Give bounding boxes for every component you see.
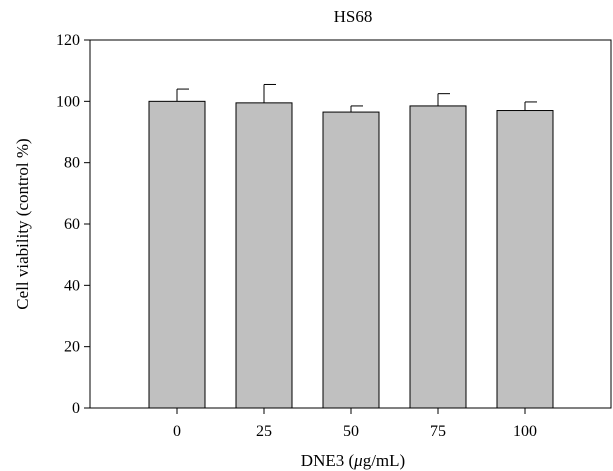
bar-25 (236, 103, 292, 408)
y-axis-label: Cell viability (control %) (13, 138, 32, 309)
plot-area: 0 20 40 60 80 100 120 0 25 50 75 100 (56, 32, 611, 440)
y-tick-label: 0 (72, 400, 80, 417)
y-tick-label: 120 (56, 32, 80, 49)
y-tick-label: 40 (64, 277, 80, 294)
y-tick-label: 100 (56, 93, 80, 110)
x-tick-label: 50 (343, 423, 359, 440)
x-tick-label: 25 (256, 423, 272, 440)
y-tick-label: 80 (64, 155, 80, 172)
y-tick-label: 60 (64, 216, 80, 233)
bar-0 (149, 101, 205, 408)
x-tick-label: 100 (513, 423, 537, 440)
bar-75 (410, 106, 466, 408)
bar-50 (323, 112, 379, 408)
bars-group (149, 84, 553, 408)
x-axis: 0 25 50 75 100 (173, 408, 537, 440)
x-axis-label: DNE3 (μg/mL) (301, 451, 405, 470)
y-tick-label: 20 (64, 339, 80, 356)
x-tick-label: 0 (173, 423, 181, 440)
y-axis: 0 20 40 60 80 100 120 (56, 32, 90, 417)
bar-100 (497, 111, 553, 408)
x-tick-label: 75 (430, 423, 446, 440)
chart-title: HS68 (334, 7, 373, 26)
